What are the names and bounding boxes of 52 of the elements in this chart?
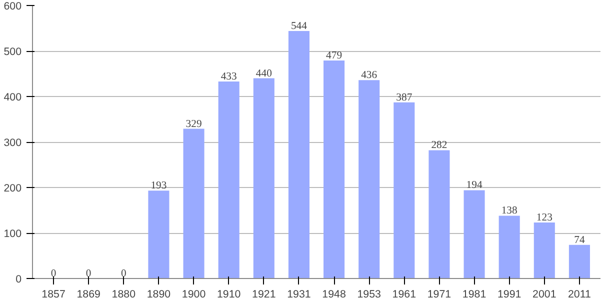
- data-label: 479: [326, 50, 342, 62]
- x-tick-label: 1931: [287, 288, 311, 300]
- data-label: 138: [501, 206, 518, 217]
- data-label: 282: [431, 140, 448, 152]
- x-tick-label: 1869: [76, 288, 101, 300]
- y-tick-label: 200: [4, 182, 22, 194]
- x-tick-label: 1981: [462, 288, 486, 300]
- y-tick-label: 0: [16, 274, 22, 286]
- x-tick-label: 1921: [252, 288, 276, 300]
- data-label: 436: [361, 70, 378, 82]
- x-tick-label: 1857: [42, 288, 66, 300]
- x-tick-label: 1890: [146, 288, 171, 300]
- bar: [324, 60, 345, 278]
- x-tick-label: 2011: [568, 288, 591, 300]
- bar: [498, 216, 520, 278]
- data-label: 194: [466, 180, 483, 192]
- bar: [428, 150, 450, 278]
- bar: [464, 190, 485, 278]
- bar: [183, 128, 204, 278]
- data-label: 0: [50, 268, 56, 280]
- data-label: 74: [574, 234, 586, 246]
- bar: [253, 78, 274, 278]
- data-label: 123: [536, 212, 552, 224]
- y-tick-label: 600: [4, 0, 22, 12]
- data-label: 440: [256, 68, 272, 80]
- x-tick-label: 1910: [216, 288, 241, 300]
- bar: [568, 244, 590, 278]
- bar: [218, 81, 240, 278]
- y-tick-label: 300: [4, 137, 22, 149]
- bar: [394, 102, 415, 278]
- y-tick-label: 500: [4, 46, 22, 58]
- x-tick-label: 2001: [532, 288, 556, 300]
- data-label: 387: [396, 92, 413, 104]
- y-tick-label: 100: [4, 228, 22, 240]
- data-label: 544: [290, 20, 308, 32]
- x-tick-label: 1948: [322, 288, 346, 300]
- data-label: 0: [86, 268, 92, 280]
- data-label: 433: [220, 71, 237, 82]
- x-tick-label: 1991: [497, 288, 522, 300]
- data-label: 329: [186, 118, 202, 130]
- x-tick-label: 1953: [357, 288, 382, 300]
- x-tick-label: 1971: [427, 288, 452, 300]
- x-tick-label: 1880: [112, 288, 136, 300]
- x-tick-label: 1961: [392, 288, 416, 300]
- x-tick-label: 1900: [182, 288, 206, 300]
- bar: [148, 190, 170, 278]
- bar: [534, 222, 555, 278]
- y-tick-label: 400: [4, 92, 22, 104]
- bar: [358, 80, 380, 278]
- data-label: 0: [120, 268, 126, 280]
- bar: [288, 30, 310, 278]
- data-label: 193: [150, 180, 167, 192]
